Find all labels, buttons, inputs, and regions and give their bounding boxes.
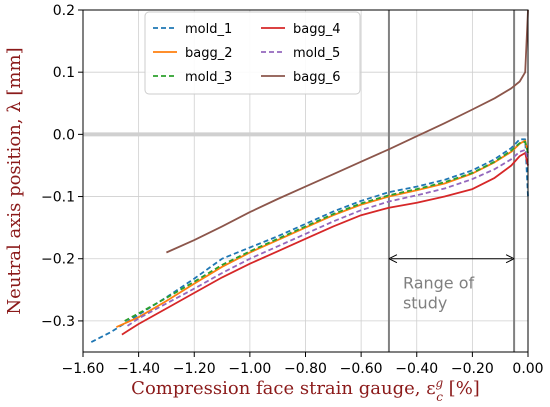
series-line-mold_5 [126,149,529,327]
legend-label-mold_1: mold_1 [185,22,232,37]
range-arrow-head-left [388,254,398,264]
series-line-mold_3 [124,140,529,322]
y-tick-label-5: 0.2 [53,3,75,19]
y-tick-label-0: −0.3 [41,314,75,330]
x-axis-title-sup: g [436,376,444,390]
legend-box [144,11,361,95]
y-tick-label-1: −0.2 [41,252,75,268]
y-tick-label-2: −0.1 [41,190,75,206]
legend-label-mold_3: mold_3 [185,70,232,85]
range-label-line-2: study [403,294,447,313]
x-tick-label-1: −1.40 [117,361,160,377]
x-tick-label-5: −0.60 [340,361,383,377]
legend-label-bagg_6: bagg_6 [293,70,341,85]
series-line-bagg_6 [166,9,529,254]
x-tick-label-3: −1.00 [228,361,271,377]
x-tick-label-0: −1.60 [62,361,105,377]
series-line-bagg_4 [121,152,529,336]
legend-label-mold_5: mold_5 [293,46,340,61]
y-tick-label-3: 0.0 [53,127,75,143]
axis-ticks: −1.60 −1.40 −1.20 −1.00 −0.80 −0.60 −0.40 −0.20… [41,3,544,377]
range-label-line-1: Range of [403,274,475,293]
x-axis-title-main: Compression face strain gauge, ε [131,378,435,399]
x-tick-label-2: −1.20 [173,361,216,377]
x-tick-label-7: −0.20 [451,361,494,377]
study-range-lines [387,10,516,352]
series-line-bagg_2 [116,139,529,328]
study-range-annotation: Range of study [388,254,515,313]
series-line-mold_1 [90,138,529,343]
y-axis-title: Neutral axis position, λ [mm] [4,47,25,314]
x-tick-label-8: 0.00 [512,361,543,377]
legend-label-bagg_2: bagg_2 [185,46,233,61]
x-axis-title-sub: c [436,390,443,404]
x-tick-label-6: −0.40 [395,361,438,377]
range-arrow-head-right [505,254,515,264]
legend: mold_1 bagg_4 bagg_2 mold_5 mold_3 bagg_6 [144,11,361,95]
x-axis-title-unit: [%] [443,378,480,399]
series-group [90,9,529,343]
x-tick-label-4: −0.80 [284,361,327,377]
x-axis-title: Compression face strain gauge, εg c [%] [131,376,480,404]
y-tick-label-4: 0.1 [53,65,75,81]
legend-label-bagg_4: bagg_4 [293,22,341,37]
